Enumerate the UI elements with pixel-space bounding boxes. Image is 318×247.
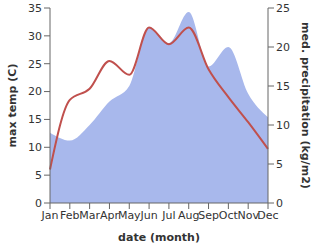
svg-text:35: 35 — [28, 2, 42, 15]
svg-text:Aug: Aug — [178, 209, 199, 222]
svg-text:30: 30 — [28, 30, 42, 43]
svg-text:med. precipitation (kg/m2): med. precipitation (kg/m2) — [299, 22, 310, 189]
svg-text:date (month): date (month) — [118, 231, 200, 244]
svg-text:Oct: Oct — [219, 209, 239, 222]
svg-text:10: 10 — [276, 119, 290, 132]
svg-text:25: 25 — [28, 58, 42, 71]
svg-text:Jun: Jun — [139, 209, 157, 222]
svg-text:Feb: Feb — [60, 209, 79, 222]
svg-text:Apr: Apr — [100, 209, 120, 222]
svg-text:20: 20 — [276, 41, 290, 54]
svg-text:0: 0 — [35, 197, 42, 210]
svg-text:Jul: Jul — [161, 209, 175, 222]
svg-text:0: 0 — [276, 197, 283, 210]
svg-text:25: 25 — [276, 2, 290, 15]
svg-text:May: May — [118, 209, 141, 222]
svg-text:Mar: Mar — [79, 209, 100, 222]
svg-text:Dec: Dec — [257, 209, 278, 222]
svg-text:max temp (C): max temp (C) — [8, 64, 19, 148]
svg-text:Jan: Jan — [41, 209, 59, 222]
svg-text:20: 20 — [28, 85, 42, 98]
svg-text:Nov: Nov — [237, 209, 259, 222]
svg-text:15: 15 — [28, 113, 42, 126]
svg-text:15: 15 — [276, 80, 290, 93]
svg-text:5: 5 — [276, 158, 283, 171]
svg-text:5: 5 — [35, 169, 42, 182]
svg-text:Sep: Sep — [198, 209, 219, 222]
svg-text:10: 10 — [28, 141, 42, 154]
